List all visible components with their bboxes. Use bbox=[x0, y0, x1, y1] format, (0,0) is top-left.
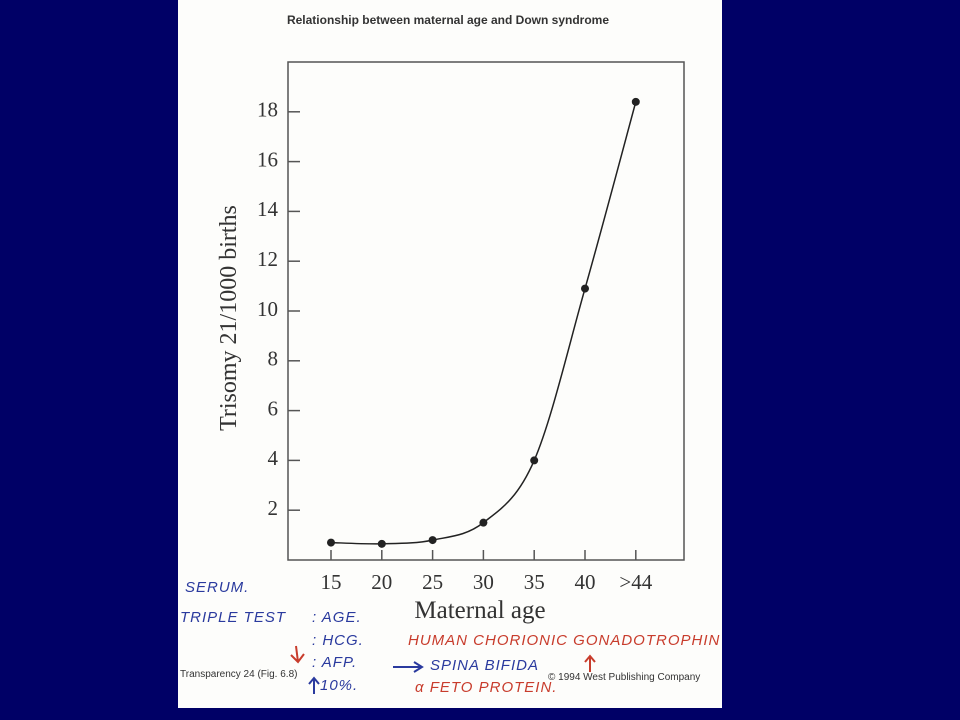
note: : AFP. bbox=[312, 654, 357, 671]
note: SERUM. bbox=[185, 579, 249, 596]
point bbox=[479, 518, 488, 527]
y-tick-label: 8 bbox=[268, 347, 279, 371]
y-tick-label: 16 bbox=[257, 147, 278, 171]
point bbox=[581, 284, 589, 293]
x-tick-label: 30 bbox=[473, 570, 494, 594]
note: SPINA BIFIDA bbox=[430, 657, 539, 674]
chart-title: Relationship between maternal age and Do… bbox=[287, 13, 609, 27]
y-tick-label: 6 bbox=[268, 396, 279, 420]
point bbox=[327, 538, 335, 547]
note: HUMAN CHORIONIC GONADOTROPHIN bbox=[408, 632, 720, 649]
x-tick-label: 20 bbox=[371, 570, 392, 594]
y-tick-label: 12 bbox=[257, 247, 278, 271]
y-tick-label: 2 bbox=[268, 496, 279, 520]
y-tick-label: 10 bbox=[257, 297, 278, 321]
x-tick-label: 40 bbox=[575, 570, 596, 594]
x-tick-label: 15 bbox=[321, 570, 342, 594]
note: : AGE. bbox=[312, 609, 362, 626]
note: 10%. bbox=[320, 677, 358, 694]
arrow bbox=[584, 654, 596, 672]
y-tick-label: 14 bbox=[257, 197, 279, 221]
note: α FETO PROTEIN. bbox=[415, 679, 557, 696]
curve bbox=[330, 101, 637, 545]
x-axis-label: Maternal age bbox=[414, 597, 545, 624]
note: TRIPLE TEST bbox=[180, 609, 287, 626]
footer: Transparency 24 (Fig. 6.8) bbox=[180, 669, 297, 680]
arrow bbox=[393, 661, 424, 673]
x-tick-label: 35 bbox=[524, 570, 545, 594]
footer: © 1994 West Publishing Company bbox=[548, 672, 700, 683]
arrow bbox=[290, 645, 305, 664]
y-tick-label: 4 bbox=[268, 446, 279, 470]
y-tick-label: 18 bbox=[257, 98, 278, 122]
x-tick-label: 25 bbox=[422, 570, 443, 594]
point bbox=[377, 539, 386, 548]
note: : HCG. bbox=[312, 632, 364, 649]
point bbox=[530, 456, 539, 465]
point bbox=[428, 536, 437, 545]
x-tick-label: >44 bbox=[619, 570, 652, 594]
y-axis-label: Trisomy 21/1000 births bbox=[216, 205, 242, 431]
arrow bbox=[308, 676, 320, 694]
point bbox=[631, 97, 640, 106]
